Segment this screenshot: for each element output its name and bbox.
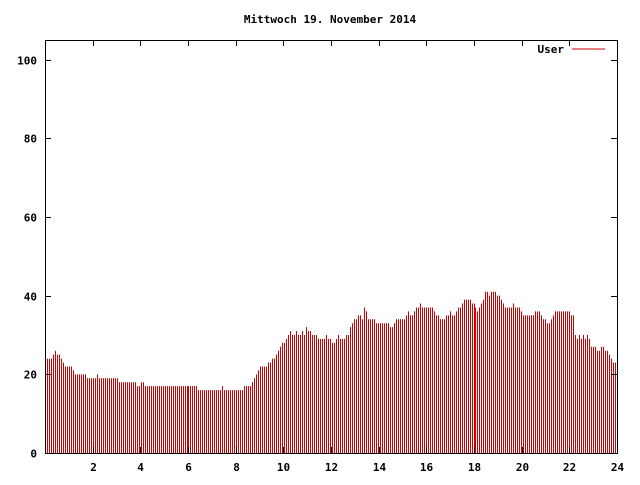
y-tick-label: 80 <box>24 133 37 146</box>
bar-series <box>45 291 618 453</box>
x-tick-label: 18 <box>468 461 481 474</box>
chart-title: Mittwoch 19. November 2014 <box>244 13 417 26</box>
x-tick-label: 6 <box>185 461 192 474</box>
x-tick-label: 10 <box>277 461 290 474</box>
x-tick-label: 14 <box>373 461 387 474</box>
x-tick-label: 12 <box>325 461 338 474</box>
y-tick-label: 0 <box>30 448 37 461</box>
x-tick-label: 22 <box>563 461 576 474</box>
y-tick-label: 100 <box>17 55 37 68</box>
x-tick-label: 16 <box>420 461 434 474</box>
y-tick-label: 40 <box>24 291 37 304</box>
x-tick-label: 24 <box>611 461 625 474</box>
x-tick-label: 20 <box>516 461 529 474</box>
legend-label: User <box>538 43 565 56</box>
x-tick-label: 4 <box>137 461 144 474</box>
y-tick-label: 20 <box>24 369 37 382</box>
legend: User <box>538 43 605 56</box>
x-tick-label: 8 <box>233 461 240 474</box>
x-tick-label: 2 <box>90 461 97 474</box>
y-tick-label: 60 <box>24 212 37 225</box>
